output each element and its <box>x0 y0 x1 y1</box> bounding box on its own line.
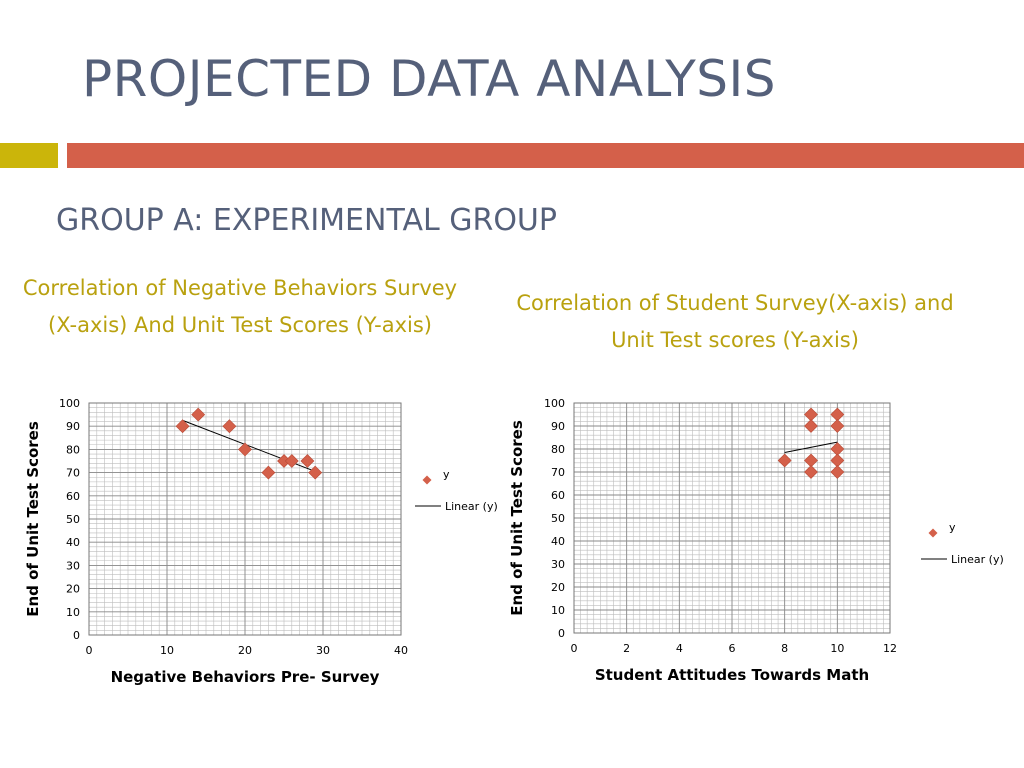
y-tick-label: 40 <box>66 536 80 549</box>
y-tick-label: 0 <box>558 627 565 640</box>
x-tick-label: 10 <box>160 644 174 657</box>
data-point <box>175 419 190 434</box>
y-tick-label: 80 <box>66 443 80 456</box>
legend-label-linear: Linear (y) <box>445 500 498 513</box>
data-point <box>804 465 818 479</box>
legend-label-y: y <box>949 521 956 534</box>
data-point <box>308 465 323 480</box>
legend-marker-y <box>928 528 938 538</box>
data-point <box>804 453 818 468</box>
y-tick-label: 60 <box>551 489 565 502</box>
accent-bar-left <box>0 143 58 168</box>
data-point <box>222 419 237 434</box>
chart-caption-student-survey: Correlation of Student Survey(X-axis) an… <box>516 291 954 352</box>
legend-marker-y <box>422 475 432 485</box>
x-tick-label: 2 <box>623 642 630 655</box>
plot-grid <box>88 402 402 636</box>
data-point <box>830 465 845 479</box>
x-tick-label: 4 <box>676 642 683 655</box>
data-point <box>238 442 252 457</box>
data-point <box>300 454 315 468</box>
y-tick-label: 50 <box>66 513 80 526</box>
y-tick-label: 90 <box>66 420 80 433</box>
y-tick-label: 10 <box>551 604 565 617</box>
y-tick-label: 100 <box>544 397 565 410</box>
data-point <box>830 453 845 468</box>
x-tick-label: 6 <box>729 642 736 655</box>
y-tick-label: 10 <box>66 606 80 619</box>
chart-caption-negative-behaviors: Correlation of Negative Behaviors Survey… <box>22 276 458 337</box>
scatter-chart-student-attitudes: 0 10 20 30 40 50 60 70 80 90 100 0 2 4 6 8 10 12 Student A… <box>508 397 1004 684</box>
data-point <box>804 419 818 433</box>
y-tick-label: 30 <box>551 558 565 571</box>
y-tick-label: 100 <box>59 397 80 410</box>
plot-area-border <box>88 402 402 636</box>
plot-grid <box>573 402 891 634</box>
data-point <box>284 454 299 468</box>
y-tick-label: 20 <box>66 583 80 596</box>
data-point <box>191 407 206 422</box>
linear-trendline <box>784 441 838 453</box>
data-point <box>804 407 818 422</box>
slide-title: PROJECTED DATA ANALYSIS <box>82 50 777 108</box>
y-tick-label: 90 <box>551 420 565 433</box>
legend-label-linear: Linear (y) <box>951 553 1004 566</box>
x-tick-label: 10 <box>830 642 844 655</box>
legend-label-y: y <box>443 468 450 481</box>
slide-subtitle: GROUP A: EXPERIMENTAL GROUP <box>56 203 557 238</box>
x-axis-label: Student Attitudes Towards Math <box>595 666 869 684</box>
y-tick-label: 0 <box>73 629 80 642</box>
x-tick-label: 0 <box>86 644 93 657</box>
x-tick-label: 12 <box>883 642 897 655</box>
y-tick-label: 50 <box>551 512 565 525</box>
y-tick-label: 20 <box>551 581 565 594</box>
x-axis-label: Negative Behaviors Pre- Survey <box>111 668 380 686</box>
plot-area-border <box>573 402 891 634</box>
y-tick-label: 60 <box>66 490 80 503</box>
data-point <box>777 453 792 468</box>
x-tick-label: 20 <box>238 644 252 657</box>
x-tick-label: 30 <box>316 644 330 657</box>
y-tick-label: 70 <box>551 466 565 479</box>
data-point <box>261 465 276 480</box>
x-tick-label: 0 <box>571 642 578 655</box>
y-axis-label: End of Unit Test Scores <box>24 421 42 617</box>
y-tick-label: 80 <box>551 443 565 456</box>
x-tick-label: 40 <box>394 644 408 657</box>
data-point <box>830 407 845 422</box>
data-point <box>830 419 845 433</box>
y-axis-label: End of Unit Test Scores <box>508 420 526 616</box>
x-tick-label: 8 <box>781 642 788 655</box>
y-tick-label: 70 <box>66 467 80 480</box>
y-tick-label: 40 <box>551 535 565 548</box>
scatter-chart-negative-behaviors: 0 10 20 30 40 50 60 70 80 90 100 0 10 20 30 40 Negative … <box>24 397 498 686</box>
accent-bar-right <box>67 143 1024 168</box>
y-tick-label: 30 <box>66 559 80 572</box>
